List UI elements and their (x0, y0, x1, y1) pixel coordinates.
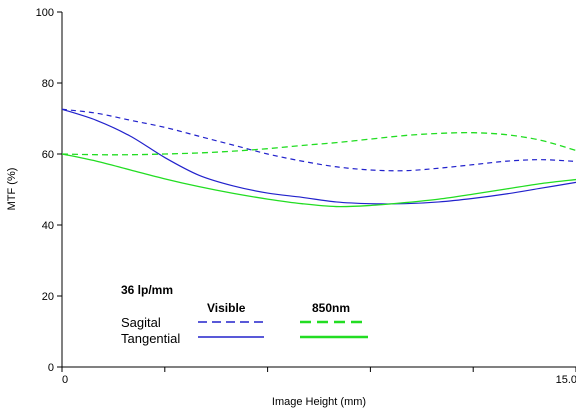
y-axis-label: MTF (%) (6, 168, 18, 211)
x-ticks: 0 15.0 (61, 367, 576, 386)
legend-col-header-850nm: 850nm (312, 301, 350, 315)
series-line-visible-tangential (61, 108, 576, 205)
x-tick-label: 15.0 (556, 374, 576, 386)
y-tick-label: 40 (42, 220, 54, 232)
legend-row-label-sagital: Sagital (121, 315, 161, 330)
y-ticks: 0 20 40 60 80 100 (36, 7, 62, 374)
legend-row-label-tangential: Tangential (121, 331, 180, 346)
series-line-850nm-sagital (61, 131, 576, 156)
series-layer (61, 108, 576, 208)
y-tick-label: 0 (48, 362, 54, 374)
legend-col-header-visible: Visible (207, 301, 246, 315)
legend-frequency-label: 36 lp/mm (121, 283, 173, 297)
series-line-850nm-tangential (61, 153, 576, 208)
y-tick-label: 60 (42, 149, 54, 161)
x-axis-label: Image Height (mm) (272, 396, 366, 408)
y-tick-label: 100 (36, 7, 54, 19)
x-tick-label: 0 (62, 374, 68, 386)
series-line-visible-sagital (61, 108, 576, 172)
y-tick-label: 80 (42, 78, 54, 90)
legend: 36 lp/mm Visible 850nm Sagital Tangentia… (121, 283, 368, 346)
y-tick-label: 20 (42, 291, 54, 303)
